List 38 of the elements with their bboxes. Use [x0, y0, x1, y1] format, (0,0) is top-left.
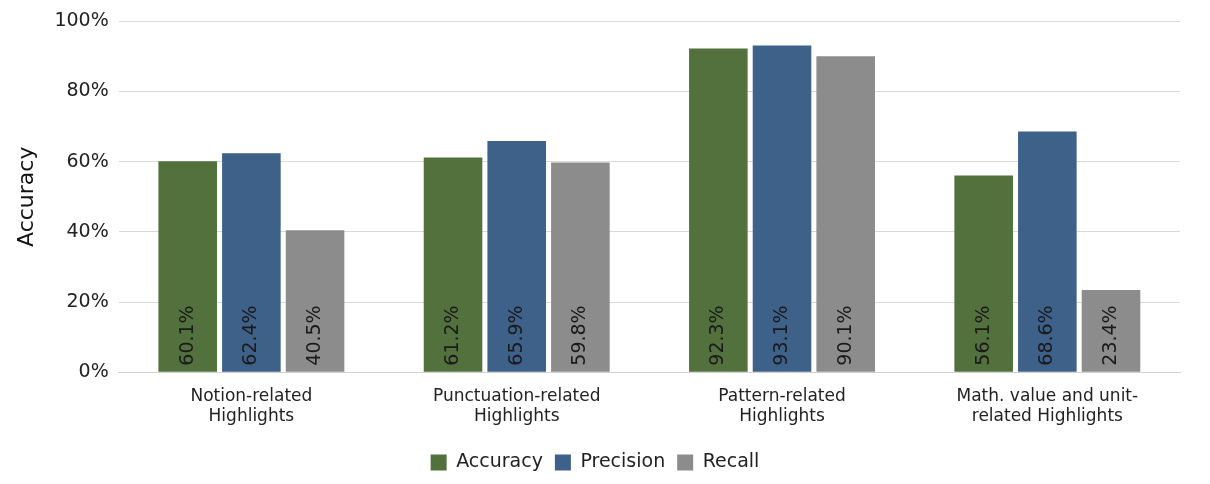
- data-label: 92.3%: [705, 305, 728, 366]
- legend-label: Accuracy: [456, 449, 543, 472]
- bar: [158, 161, 217, 372]
- x-tick-label: Notion-related Highlights: [190, 384, 313, 426]
- data-label: 61.2%: [439, 305, 462, 366]
- y-tick-label: 60%: [66, 148, 109, 171]
- bar: [1081, 290, 1141, 372]
- data-label: 40.5%: [301, 305, 324, 366]
- x-tick-label: Pattern-related Highlights: [718, 384, 846, 426]
- y-tick-label: 0%: [78, 359, 109, 382]
- y-axis-title: Accuracy: [12, 146, 38, 248]
- x-tick-label: Punctuation-related Highlights: [432, 384, 601, 426]
- bar: [752, 45, 812, 372]
- y-tick-label: 80%: [66, 78, 109, 101]
- bar: [1018, 131, 1077, 372]
- bar: [222, 153, 281, 372]
- data-label: 93.1%: [768, 305, 791, 366]
- legend-label: Recall: [702, 449, 760, 472]
- y-tick-label: 40%: [66, 218, 109, 241]
- data-label: 23.4%: [1097, 305, 1120, 366]
- bar: [551, 162, 610, 372]
- data-label: 62.4%: [238, 305, 261, 366]
- legend-label: Precision: [580, 449, 666, 472]
- bar: [954, 175, 1013, 372]
- data-label: 90.1%: [832, 305, 855, 366]
- data-label: 59.8%: [567, 305, 590, 366]
- data-label: 68.6%: [1034, 305, 1057, 366]
- data-label: 65.9%: [503, 305, 526, 366]
- bar: [285, 230, 345, 372]
- y-tick-label: 20%: [66, 288, 109, 311]
- bar: [689, 48, 748, 372]
- bar: [487, 141, 546, 372]
- data-label: 56.1%: [970, 305, 993, 366]
- y-tick-label: 100%: [54, 8, 109, 31]
- data-label: 60.1%: [174, 305, 197, 366]
- bar: [423, 157, 483, 372]
- bar: [816, 56, 875, 372]
- x-tick-label: Math. value and unit-related Highlights: [956, 384, 1139, 426]
